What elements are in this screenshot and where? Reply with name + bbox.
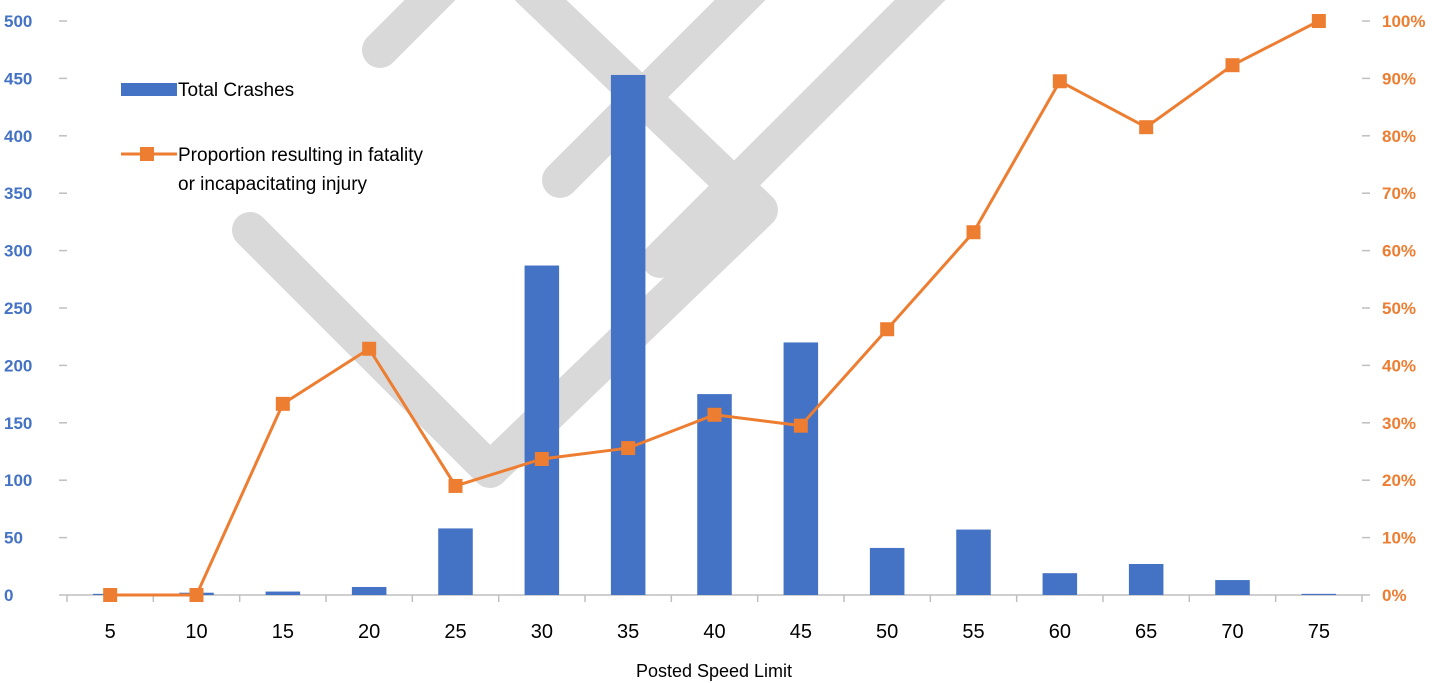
line-point-25 [448,478,463,493]
y-right-tick-label: 30% [1382,414,1416,433]
bar-50 [869,547,905,595]
y-left-tick-label: 0 [4,586,13,605]
legend-marker-swatch [140,147,154,161]
x-tick-label: 75 [1308,621,1330,643]
x-tick-label: 60 [1049,621,1071,643]
y-left-tick-label: 100 [4,471,32,490]
line-point-70 [1225,58,1240,73]
line-point-75 [1311,14,1326,28]
bar-45 [783,342,819,595]
bar-70 [1215,580,1250,595]
line-point-40 [707,407,722,422]
bar-series [92,74,1337,596]
line-point-45 [793,418,808,433]
y-left-tick-label: 200 [4,356,32,375]
x-tick-label: 5 [105,621,116,643]
line-series [103,14,1326,602]
bar-15 [265,591,301,595]
y-left-tick-label: 300 [4,242,32,261]
bar-30 [524,265,560,595]
left-y-axis: 0 50 100 150 200 250 300 350 400 450 500 [4,12,67,605]
y-left-tick-label: 400 [4,127,32,146]
x-tick-label: 40 [703,621,725,643]
y-right-tick-label: 0% [1382,586,1407,605]
x-tick-label: 70 [1221,621,1243,643]
bar-65 [1128,564,1164,595]
line-point-65 [1139,120,1154,135]
y-right-tick-label: 20% [1382,471,1416,490]
y-left-tick-label: 500 [4,12,32,31]
y-left-tick-label: 50 [4,529,23,548]
y-left-tick-label: 350 [4,184,32,203]
right-y-axis: 0% 10% 20% 30% 40% 50% 60% 70% 80% 90% 100% [1362,12,1425,605]
x-tick-label: 15 [272,621,294,643]
line-point-10 [189,588,204,602]
y-right-tick-label: 100% [1382,12,1425,31]
y-right-tick-label: 40% [1382,356,1416,375]
x-tick-label: 65 [1135,621,1157,643]
x-tick-label: 50 [876,621,898,643]
legend-label-total-crashes: Total Crashes [178,80,294,101]
bar-25 [438,528,473,595]
bar-75 [1301,593,1337,595]
y-left-tick-label: 150 [4,414,32,433]
x-tick-label: 55 [962,621,984,643]
line-point-35 [621,441,636,456]
legend-label-proportion-line2: or incapacitating injury [178,174,368,195]
legend-label-proportion-line1: Proportion resulting in fatality [178,145,424,166]
line-point-20 [362,341,377,356]
y-right-tick-label: 10% [1382,529,1416,548]
plot-area: 0 50 100 150 200 250 300 350 400 450 500 0% 10% 20% 3… [4,12,1425,643]
x-axis-title: Posted Speed Limit [636,661,792,681]
bar-60 [1042,573,1078,595]
y-right-tick-label: 70% [1382,184,1416,203]
legend-bar-swatch [121,83,177,96]
line-point-55 [966,225,981,240]
x-axis-ticks [66,595,1363,602]
line-point-60 [1052,74,1067,89]
y-right-tick-label: 90% [1382,69,1416,88]
bar-35 [610,74,646,596]
line-point-15 [275,396,290,411]
legend: Total Crashes Proportion resulting in fa… [121,80,424,195]
x-tick-label: 20 [358,621,380,643]
x-tick-label: 30 [531,621,553,643]
bar-40 [697,394,732,595]
y-left-tick-label: 450 [4,69,32,88]
bar-20 [351,586,387,595]
x-tick-label: 10 [185,621,207,643]
y-right-tick-label: 50% [1382,299,1416,318]
y-left-tick-label: 250 [4,299,32,318]
bar-55 [956,529,991,595]
y-right-tick-label: 60% [1382,242,1416,261]
x-tick-label: 35 [617,621,639,643]
x-tick-label: 25 [444,621,466,643]
x-axis-labels: 5 10 15 20 25 30 35 40 45 50 55 60 65 70 75 [105,621,1330,643]
line-point-5 [103,588,118,602]
x-tick-label: 45 [790,621,812,643]
line-point-50 [880,322,895,337]
y-right-tick-label: 80% [1382,127,1416,146]
line-point-30 [534,451,549,466]
